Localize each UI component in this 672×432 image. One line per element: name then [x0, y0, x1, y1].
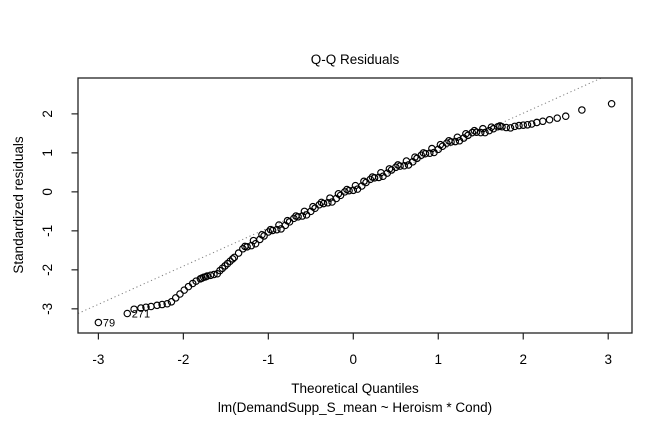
- qq-point: [234, 249, 243, 257]
- y-axis-tick-label: 2: [40, 110, 55, 118]
- qq-point: [180, 286, 188, 294]
- qq-reference-line: [77, 77, 602, 314]
- x-axis: -3 -2 -1 0 1 2 3: [92, 333, 612, 367]
- qq-point: [368, 173, 377, 181]
- qq-point: [523, 121, 532, 129]
- qq-point: [496, 122, 504, 130]
- qq-point: [176, 290, 184, 298]
- x-axis-tick-label: -3: [92, 352, 104, 367]
- x-axis-tick-label: 0: [350, 352, 358, 367]
- qq-point: [158, 300, 166, 309]
- qq-point: [334, 190, 343, 198]
- y-axis-tick-label: 0: [40, 188, 55, 196]
- qq-point: [203, 272, 211, 280]
- qq-point: [462, 129, 470, 138]
- x-axis-label: Theoretical Quantiles: [291, 381, 419, 396]
- qq-point: [275, 221, 283, 229]
- x-axis-tick-label: -1: [262, 352, 274, 367]
- qq-point: [258, 230, 266, 239]
- qq-point: [153, 301, 161, 310]
- qq-point: [290, 214, 298, 223]
- qq-point: [377, 168, 385, 177]
- x-axis-tick-label: -2: [177, 352, 189, 367]
- qq-point: [360, 177, 368, 186]
- qq-point: [292, 212, 300, 220]
- qq-point: [385, 165, 394, 173]
- qq-point: [419, 149, 428, 157]
- qq-point: [171, 294, 180, 302]
- qq-point: [472, 128, 481, 136]
- outlier-label-271: 271: [132, 309, 150, 321]
- x-axis-tick-label: 2: [519, 352, 527, 367]
- y-axis-tick-label: -3: [40, 303, 55, 315]
- plot-title: Q-Q Residuals: [310, 52, 400, 67]
- y-axis-tick-label: -2: [40, 264, 55, 276]
- qq-point: [489, 124, 498, 133]
- qq-point: [428, 144, 436, 153]
- qq-point: [351, 181, 360, 190]
- qq-point: [241, 242, 249, 251]
- qq-point: [239, 245, 247, 253]
- qq-point: [206, 271, 215, 280]
- outlier-label-79: 79: [103, 317, 115, 329]
- qq-point: [266, 225, 275, 234]
- qq-point: [411, 153, 419, 161]
- qq-point: [300, 207, 309, 216]
- qq-points-group: [94, 99, 616, 327]
- qq-point: [142, 303, 150, 312]
- qq-point: [283, 216, 292, 225]
- x-axis-tick-label: 1: [435, 352, 443, 367]
- qq-point: [481, 128, 489, 137]
- qq-point: [402, 157, 411, 165]
- qq-point: [519, 121, 528, 129]
- qq-point: [394, 161, 402, 169]
- qq-point: [553, 114, 562, 122]
- qq-point: [527, 120, 536, 128]
- qq-point: [545, 115, 554, 124]
- qq-point: [487, 123, 496, 131]
- qq-point: [607, 99, 616, 108]
- qq-point: [94, 318, 103, 327]
- qq-point: [230, 253, 239, 262]
- qq-point: [167, 298, 176, 306]
- qq-point: [453, 133, 462, 142]
- model-formula-label: lm(DemandSupp_S_mean ~ Heroism * Cond): [217, 400, 493, 415]
- qq-point: [137, 304, 145, 312]
- qq-point: [264, 228, 273, 236]
- y-axis-label: Standardized residuals: [11, 136, 26, 274]
- qq-point: [578, 106, 586, 114]
- qq-point: [506, 124, 515, 132]
- plot-frame: [77, 77, 633, 334]
- x-axis-tick-label: 3: [604, 352, 612, 367]
- qq-point: [309, 202, 317, 211]
- y-axis-tick-label: 1: [40, 149, 55, 157]
- qq-point: [130, 305, 138, 313]
- qq-point: [515, 121, 523, 130]
- qq-point: [228, 255, 237, 263]
- qq-point: [317, 198, 326, 207]
- qq-point: [470, 126, 479, 135]
- qq-point: [123, 309, 132, 318]
- qq-point: [510, 122, 519, 131]
- y-axis: -3 -2 -1 0 1 2: [40, 110, 78, 315]
- qq-point: [479, 124, 487, 133]
- qq-point: [163, 299, 171, 308]
- qq-point: [249, 236, 258, 245]
- y-axis-tick-label: -1: [40, 225, 55, 237]
- qq-point: [561, 112, 570, 120]
- qq-point: [436, 140, 445, 149]
- qq-point: [343, 185, 351, 194]
- qq-point: [192, 277, 200, 285]
- qq-point: [326, 194, 334, 202]
- qq-point: [445, 137, 453, 145]
- qq-point: [210, 270, 218, 279]
- qq-point: [539, 117, 547, 126]
